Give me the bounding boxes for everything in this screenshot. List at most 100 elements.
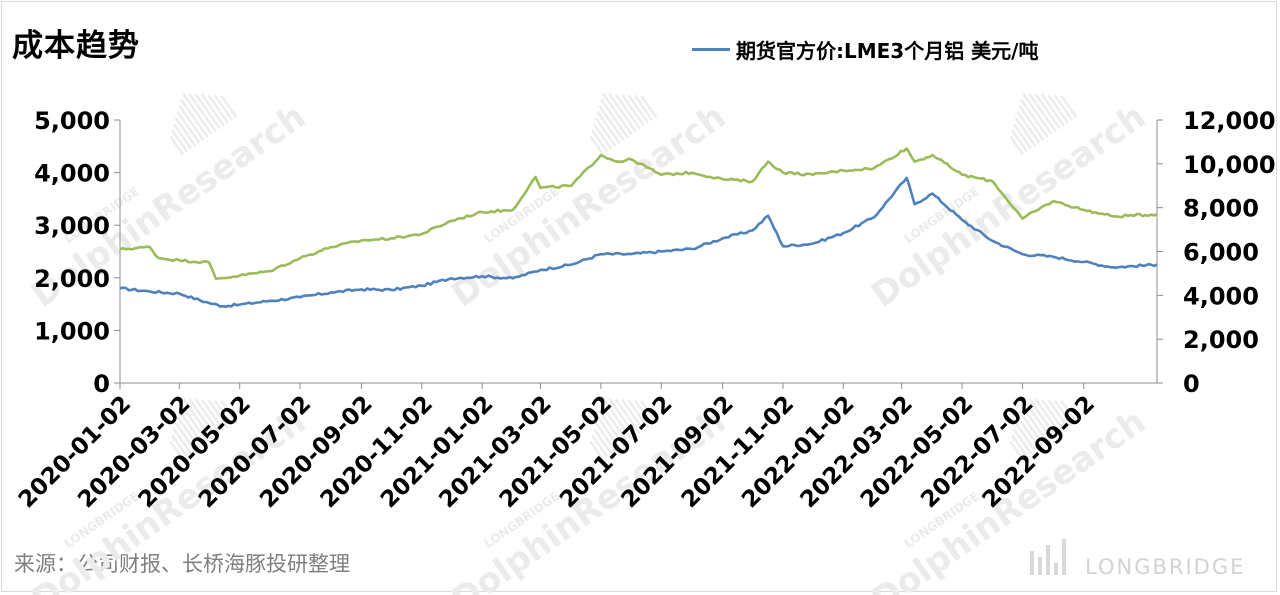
watermark-bar bbox=[596, 416, 621, 449]
watermark-bar bbox=[188, 93, 217, 133]
watermark-bar bbox=[176, 416, 201, 449]
watermark-bar bbox=[591, 129, 609, 153]
watermark-bar bbox=[174, 117, 197, 147]
watermark-bar bbox=[1012, 123, 1033, 150]
y-right-tick-label: 0 bbox=[1183, 370, 1200, 398]
watermark-bar bbox=[1047, 94, 1070, 124]
watermark-bar bbox=[180, 98, 209, 138]
watermark-bar bbox=[1060, 400, 1078, 423]
watermark-bar bbox=[596, 111, 621, 144]
y-right-tick-label: 2,000 bbox=[1183, 326, 1259, 354]
legend-label: 期货官方价:LME3个月铝 美元/吨 bbox=[736, 39, 1039, 63]
watermark-bar bbox=[1018, 410, 1045, 446]
watermark-bar bbox=[176, 111, 201, 144]
watermark-bar bbox=[1028, 93, 1057, 133]
watermark-bar bbox=[181, 397, 213, 441]
y-right-tick-label: 4,000 bbox=[1183, 282, 1259, 310]
watermark-bar bbox=[627, 94, 650, 124]
watermark-bar bbox=[172, 123, 193, 150]
watermark-logo-bar bbox=[1062, 539, 1066, 575]
watermark-bar bbox=[207, 399, 230, 429]
watermark-brand: LONGBRIDGE bbox=[1085, 555, 1246, 579]
chart-title: 成本趋势 bbox=[12, 28, 140, 64]
watermark-bar bbox=[169, 440, 185, 461]
legend-swatch bbox=[692, 48, 730, 51]
watermark-bar bbox=[213, 94, 234, 121]
watermark-bar bbox=[1034, 93, 1061, 130]
watermark-bar bbox=[178, 105, 205, 141]
watermark-bar bbox=[1014, 422, 1037, 452]
watermark-bar bbox=[589, 440, 605, 461]
watermark-bar bbox=[621, 93, 645, 127]
watermark-bar bbox=[174, 422, 197, 452]
watermark-bar bbox=[1020, 98, 1049, 138]
watermark-bar bbox=[1012, 428, 1033, 455]
watermark-bar bbox=[640, 95, 658, 118]
watermark-bar bbox=[1060, 95, 1078, 118]
y-left-tick-label: 3,000 bbox=[34, 212, 110, 240]
watermark-bar bbox=[608, 93, 637, 133]
watermark-bar bbox=[627, 399, 650, 429]
y-left-tick-label: 5,000 bbox=[34, 107, 110, 135]
y-right-tick-label: 8,000 bbox=[1183, 195, 1259, 223]
watermark-bar bbox=[213, 399, 234, 426]
watermark-bar bbox=[600, 98, 629, 138]
watermark-bar bbox=[1009, 135, 1025, 156]
watermark-bar bbox=[1053, 94, 1074, 121]
watermark-bar bbox=[592, 428, 613, 455]
watermark-bar bbox=[172, 428, 193, 455]
watermark-bar bbox=[1034, 398, 1061, 435]
watermark-bar bbox=[1014, 117, 1037, 147]
watermark-text: DolphinResearch bbox=[864, 97, 1153, 316]
y-left-tick-label: 2,000 bbox=[34, 265, 110, 293]
watermark-bar bbox=[1041, 398, 1065, 432]
watermark-bar bbox=[181, 92, 213, 136]
watermark-bar bbox=[633, 399, 654, 426]
watermark-bar bbox=[600, 403, 629, 443]
watermark-bar bbox=[1021, 92, 1053, 136]
series-line-lme-aluminum bbox=[119, 176, 1158, 309]
watermark-bar bbox=[194, 398, 221, 435]
watermark-text: DolphinResearch bbox=[444, 97, 733, 316]
watermark-logo-icon bbox=[1030, 539, 1066, 575]
watermark-bar bbox=[178, 410, 205, 446]
y-left-tick-label: 0 bbox=[93, 370, 110, 398]
watermark-bar bbox=[594, 422, 617, 452]
watermark-bar bbox=[621, 398, 645, 432]
watermark-logo-bar bbox=[1054, 563, 1058, 575]
y-right-tick-label: 6,000 bbox=[1183, 239, 1259, 267]
series-line-right-axis bbox=[119, 147, 1158, 281]
watermark-bar bbox=[601, 92, 633, 136]
watermark-bar bbox=[640, 400, 658, 423]
watermark-bar bbox=[1047, 399, 1070, 429]
watermark-bar bbox=[598, 105, 625, 141]
watermark-bar bbox=[194, 93, 221, 130]
watermark-bar bbox=[614, 398, 641, 435]
watermark-bar bbox=[180, 403, 209, 443]
y-right-tick-label: 12,000 bbox=[1183, 107, 1276, 135]
source-note: 来源：公司财报、长桥海豚投研整理 bbox=[14, 552, 350, 576]
watermark-bar bbox=[1011, 129, 1029, 153]
watermark-bar bbox=[207, 94, 230, 124]
y-right-tick-label: 10,000 bbox=[1183, 151, 1276, 179]
watermark-bar bbox=[598, 410, 625, 446]
watermark-bar bbox=[220, 95, 238, 118]
watermark-bar bbox=[1018, 105, 1045, 141]
watermark-logo-bar bbox=[1030, 551, 1034, 575]
watermark-bar bbox=[171, 434, 189, 458]
watermark-bar bbox=[589, 135, 605, 156]
watermark-bar bbox=[171, 129, 189, 153]
watermark-bar bbox=[1020, 403, 1049, 443]
watermark-bar bbox=[608, 398, 637, 438]
watermark-bar bbox=[1009, 440, 1025, 461]
series bbox=[119, 147, 1158, 309]
watermark-bar bbox=[633, 94, 654, 121]
watermark-bar bbox=[201, 398, 225, 432]
watermark-bar bbox=[592, 123, 613, 150]
watermark-logo-bar bbox=[1038, 557, 1042, 575]
watermark-bar bbox=[1016, 111, 1041, 144]
